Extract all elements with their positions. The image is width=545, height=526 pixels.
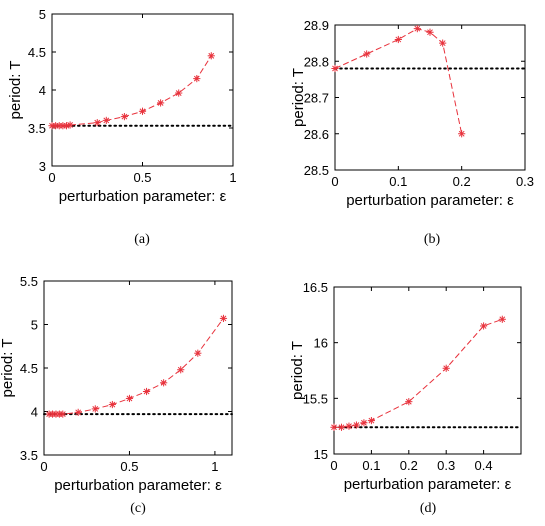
caption-a: (a) [134,232,150,247]
chart-panel-c: 0 0.5 1 3.5 4 4.5 5 5.5 perturbation parameter: … [0,263,272,526]
y-tick-label: 28.6 [304,127,329,142]
axes-box-c [43,280,233,456]
data-point [458,130,466,138]
caption-c: (c) [130,501,146,516]
data-point [480,322,488,330]
series-line [49,318,224,415]
data-point [363,50,371,58]
y-tick-label: 4.5 [20,361,38,376]
data-point [394,35,402,44]
y-tick-label: 15 [314,447,328,462]
x-tick-label: 0.2 [400,458,418,473]
data-point [93,119,101,127]
y-axis-label: period: T [0,339,16,398]
data-point [330,423,338,431]
x-axis-label: perturbation parameter: ε [59,188,227,205]
data-point [219,314,228,323]
x-tick-label: 0.2 [453,174,471,189]
data-point [66,121,74,129]
data-point [439,39,447,47]
data-point [160,379,168,387]
data-point [426,28,434,36]
x-tick-label: 0.1 [362,458,380,473]
x-tick-label: 0.3 [437,458,455,473]
y-tick-label: 28.5 [304,163,329,178]
chart-svg-d: 0 0.1 0.2 0.3 0.4 15 15.5 16 16.5 perturbation pa… [289,280,522,493]
y-tick-label: 15.5 [303,391,328,406]
data-point [442,364,450,372]
x-axis-label: perturbation parameter: ε [344,476,512,493]
y-tick-label: 28.9 [304,18,329,33]
data-point [405,398,413,406]
x-tick-label: 0.5 [120,459,138,474]
x-tick-label: 0 [40,459,47,474]
data-point [157,99,165,107]
chart-panel-d: 0 0.1 0.2 0.3 0.4 15 15.5 16 16.5 perturbation pa… [272,263,545,526]
x-axis-label: perturbation parameter: ε [346,192,514,209]
data-point [138,107,147,115]
y-tick-label: 5.5 [20,274,38,289]
y-tick-label: 4 [39,83,46,98]
x-tick-label: 0 [331,174,338,189]
data-point [352,421,361,429]
data-point [337,423,346,431]
y-tick-label: 5 [39,7,46,22]
y-tick-label: 28.7 [304,91,329,106]
y-tick-label: 5 [31,318,38,333]
data-point [142,387,151,396]
y-tick-label: 28.8 [304,54,329,69]
y-tick-label: 3.5 [20,448,38,463]
y-tick-label: 3 [39,159,46,174]
data-point [125,394,134,403]
y-tick-label: 16 [314,336,328,351]
chart-svg-c: 0 0.5 1 3.5 4 4.5 5 5.5 perturbation parameter: … [0,274,233,494]
data-point [360,419,368,427]
data-point [59,410,67,418]
axes-box-b [334,24,526,171]
x-tick-label: 0.4 [475,458,493,473]
x-tick-label: 0.5 [133,170,151,185]
series-line [52,55,212,127]
data-point [177,366,185,374]
caption-b: (b) [423,232,441,247]
data-point [193,75,201,83]
data-point [175,89,183,97]
data-point [331,64,339,73]
y-tick-label: 3.5 [28,121,46,136]
data-point [345,422,353,430]
chart-svg-b: 0 0.1 0.2 0.3 28.5 28.6 28.7 28.8 28.9 perturbati… [290,18,534,209]
x-axis-label: perturbation parameter: ε [54,477,222,494]
data-point [413,25,421,33]
chart-panel-b: 0 0.1 0.2 0.3 28.5 28.6 28.7 28.8 28.9 perturbati… [272,0,545,263]
y-tick-label: 4.5 [28,45,46,60]
data-point [120,113,128,121]
series-line [334,318,503,428]
axes-box-d [333,286,522,455]
axes-box-a [51,13,234,167]
y-tick-label: 4 [31,405,38,420]
chart-panel-a: 0 0.5 1 3 3.5 4 4.5 5 perturbation parameter: ε p… [0,0,272,263]
x-tick-label: 1 [211,459,218,474]
caption-d: (d) [419,501,437,516]
data-point [102,116,110,124]
data-point [74,408,82,416]
data-point [108,400,116,409]
y-tick-label: 16.5 [303,280,328,295]
data-point [207,52,215,60]
x-tick-label: 0.3 [516,174,534,189]
data-point [91,405,99,413]
x-tick-label: 1 [229,170,236,185]
data-point [498,315,506,323]
x-tick-label: 0 [330,458,337,473]
data-point [194,349,202,357]
chart-svg-a: 0 0.5 1 3 3.5 4 4.5 5 perturbation parameter: ε p… [7,7,237,205]
x-tick-label: 0 [48,170,55,185]
y-axis-label: period: T [290,68,307,127]
x-tick-label: 0.1 [389,174,407,189]
data-point [367,417,375,425]
y-axis-label: period: T [7,61,24,120]
y-axis-label: period: T [289,341,306,400]
